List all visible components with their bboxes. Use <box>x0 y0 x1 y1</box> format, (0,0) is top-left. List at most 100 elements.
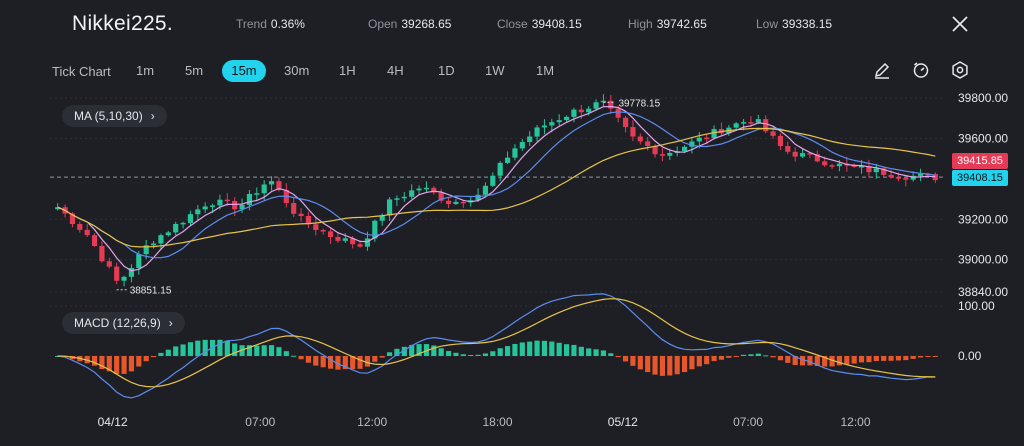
macd-histogram-bar <box>128 356 135 372</box>
candle-body <box>165 232 171 236</box>
macd-histogram-bar <box>298 356 304 360</box>
macd-histogram-bar <box>445 351 452 356</box>
toolbar: Tick Chart 1m 5m 15m 30m 1H 4H 1D 1W 1M <box>0 58 1024 86</box>
candle-body <box>431 187 437 193</box>
candle-body <box>150 243 157 246</box>
candle-body <box>268 181 275 185</box>
candle-body <box>829 165 835 167</box>
timeframe-15m[interactable]: 15m <box>222 60 266 82</box>
macd-histogram-bar <box>622 356 629 362</box>
macd-histogram-bar <box>792 356 798 365</box>
candle-body <box>689 141 695 147</box>
macd-tick-label: 100.00 <box>958 299 995 313</box>
candle-body <box>305 216 312 225</box>
candle-body <box>99 245 105 262</box>
macd-histogram-bar <box>770 356 776 358</box>
last-close-tag: 39408.15 <box>952 170 1008 186</box>
candle-body <box>652 145 658 155</box>
candle-body <box>622 117 629 128</box>
candle-body <box>77 224 83 230</box>
time-tick-label: 04/12 <box>98 415 128 429</box>
macd-histogram-bar <box>659 356 666 376</box>
macd-histogram-bar <box>578 346 584 356</box>
macd-histogram-bar <box>423 344 430 356</box>
macd-histogram-bar <box>814 356 820 367</box>
pencil-icon[interactable] <box>872 60 892 80</box>
candle-body <box>254 193 260 195</box>
macd-histogram-bar <box>114 356 120 374</box>
timeframe-1m[interactable]: 1m <box>136 63 155 78</box>
candle-body <box>873 168 879 173</box>
candle-body <box>615 108 621 118</box>
macd-histogram-bar <box>386 352 393 356</box>
candle-body <box>401 196 407 199</box>
macd-histogram-bar <box>836 356 843 366</box>
candle-body <box>209 205 216 207</box>
candle-body <box>313 224 319 230</box>
macd-histogram-bar <box>740 354 747 356</box>
candle-body <box>866 165 872 173</box>
candle-body <box>541 125 548 128</box>
macd-histogram-bar <box>674 356 680 375</box>
ma-indicator-pill[interactable]: MA (5,10,30) › <box>62 105 167 127</box>
candle-body <box>497 162 503 176</box>
candle-body <box>128 267 135 277</box>
candle-body <box>416 188 422 191</box>
price-tick-label: 39600.00 <box>958 131 1008 145</box>
candle-body <box>158 235 164 244</box>
timeframe-1h[interactable]: 1H <box>339 63 356 78</box>
macd-histogram-bar <box>504 346 511 356</box>
chevron-right-icon: › <box>168 316 173 330</box>
candle-body <box>409 190 415 197</box>
candle-body <box>490 175 496 186</box>
timeframe-1mo[interactable]: 1M <box>536 63 555 78</box>
time-tick-label: 18:00 <box>482 415 512 429</box>
macd-histogram-bar <box>335 356 341 370</box>
timer-icon[interactable] <box>911 60 931 80</box>
timeframe-30m[interactable]: 30m <box>284 63 310 78</box>
candle-body <box>261 184 267 194</box>
candle-body <box>563 116 570 121</box>
candle-body <box>696 137 702 142</box>
macd-histogram-bar <box>763 355 769 357</box>
macd-histogram-bar <box>217 339 223 356</box>
macd-tick-label: 0.00 <box>958 349 982 363</box>
timeframe-5m[interactable]: 5m <box>185 63 204 78</box>
candle-body <box>460 201 466 204</box>
macd-histogram-bar <box>637 356 643 370</box>
candle-body <box>187 214 194 223</box>
timeframe-1w[interactable]: 1W <box>485 63 505 78</box>
macd-indicator-pill[interactable]: MACD (12,26,9) › <box>62 312 185 334</box>
candle-body <box>586 108 592 113</box>
macd-histogram-bar <box>895 356 902 361</box>
candle-body <box>335 236 341 241</box>
macd-histogram-bar <box>925 356 931 357</box>
close-icon[interactable] <box>948 12 972 36</box>
timeframe-1d[interactable]: 1D <box>438 63 455 78</box>
macd-histogram-bar <box>807 356 813 366</box>
macd-histogram-bar <box>733 356 739 357</box>
candle-body <box>114 266 120 281</box>
macd-histogram-bar <box>851 356 857 364</box>
candle-body <box>121 276 127 281</box>
close-stat: Close 39408.15 <box>497 17 582 31</box>
candle-body <box>755 119 761 123</box>
macd-histogram-bar <box>364 356 371 367</box>
current-price-tag: 39415.85 <box>952 153 1008 169</box>
macd-histogram-bar <box>475 354 481 356</box>
candle-body <box>475 194 481 201</box>
candle-body <box>740 122 747 124</box>
candle-body <box>512 148 518 158</box>
ma-indicator-label: MA (5,10,30) <box>74 109 143 123</box>
candle-body <box>748 122 754 124</box>
macd-histogram-bar <box>453 352 459 356</box>
settings-icon[interactable] <box>950 60 970 80</box>
timeframe-4h[interactable]: 4H <box>387 63 404 78</box>
candle-body <box>711 129 717 139</box>
macd-histogram-bar <box>873 356 879 361</box>
candle-body <box>394 198 400 200</box>
candle-body <box>932 174 938 181</box>
price-tick-label: 39000.00 <box>958 253 1008 267</box>
candle-body <box>799 153 806 157</box>
